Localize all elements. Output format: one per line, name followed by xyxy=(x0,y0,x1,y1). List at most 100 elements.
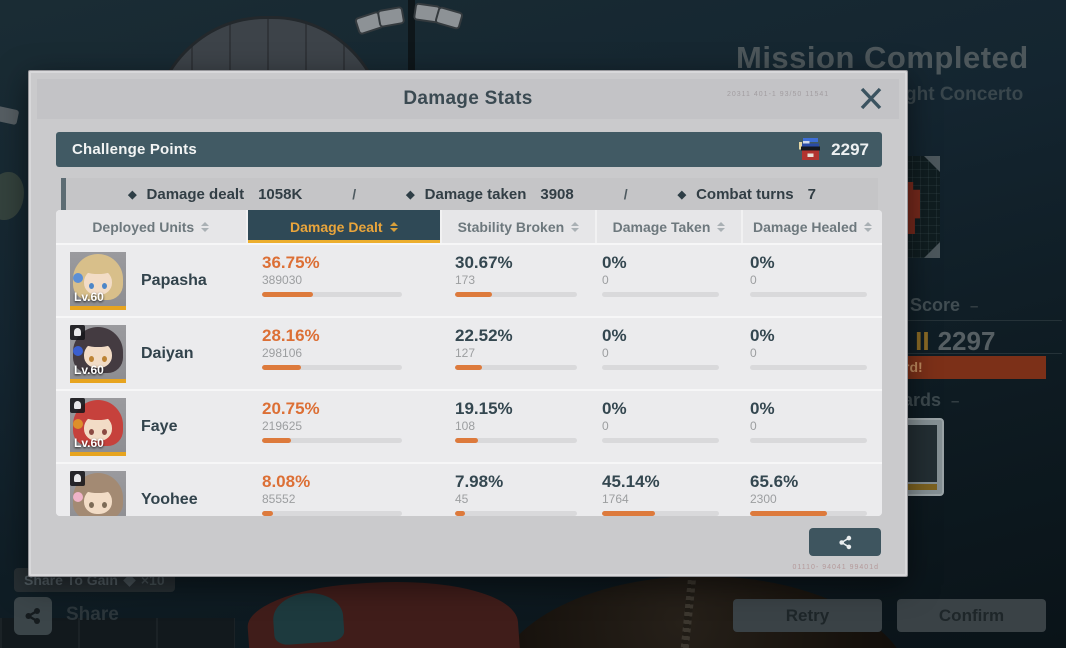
frame-corner-icon xyxy=(924,242,940,258)
stat-stability-broken: 7.98% 45 xyxy=(441,464,596,516)
rewards-label: ards – xyxy=(903,390,960,410)
stat-damage-healed: 0% 0 xyxy=(743,318,882,389)
challenge-points-label: Challenge Points xyxy=(72,141,197,158)
stat-bar xyxy=(455,438,577,443)
mission-subtitle: ght Concerto xyxy=(905,84,1024,105)
diamond-bullet-icon: ◆ xyxy=(128,188,137,201)
stat-bar xyxy=(455,511,577,516)
column-header-damage-healed[interactable]: Damage Healed xyxy=(743,210,882,243)
stat-damage-taken: 0% 0 xyxy=(596,245,743,316)
unit-row-faye[interactable]: Lv.60 Faye 20.75% 219625 19.15% 108 0% xyxy=(56,389,882,462)
stat-damage-dealt: 36.75% 389030 xyxy=(246,245,441,316)
watermark-text: 20311 401-1 93/50 11541 xyxy=(727,91,830,98)
stat-bar xyxy=(750,365,867,370)
level-badge: Lv.60 xyxy=(74,435,104,450)
sort-icon xyxy=(389,221,398,232)
summary-separator: / xyxy=(623,186,628,202)
unit-row-yoohee[interactable]: Yoohee 8.08% 85552 7.98% 45 45.14% 1764 xyxy=(56,462,882,516)
unit-name: Faye xyxy=(141,417,178,435)
support-badge-icon xyxy=(70,470,85,486)
stat-bar xyxy=(262,365,402,370)
divider xyxy=(884,353,1062,354)
modal-titlebar: Damage Stats 20311 401-1 93/50 11541 xyxy=(37,79,899,119)
tree-art xyxy=(0,172,24,220)
unit-cell: Lv.60 Papasha xyxy=(56,245,246,316)
mission-completed-title: Mission Completed xyxy=(736,40,1029,75)
stat-damage-healed: 0% 0 xyxy=(743,245,882,316)
avatar: Lv.60 xyxy=(70,397,126,456)
avatar: Lv.60 xyxy=(70,324,126,383)
sort-icon xyxy=(864,221,873,232)
column-header-damage-taken[interactable]: Damage Taken xyxy=(596,210,742,243)
stat-bar xyxy=(262,438,402,443)
stat-damage-healed: 0% 0 xyxy=(743,391,882,462)
stat-bar xyxy=(750,292,867,297)
rarity-stripe xyxy=(70,451,126,456)
challenge-points-value: 2297 xyxy=(831,139,869,159)
stat-bar xyxy=(750,438,867,443)
summary-damage-dealt: ◆ Damage dealt 1058K xyxy=(128,185,303,203)
share-button-label: Share xyxy=(66,604,119,625)
support-badge-icon xyxy=(70,324,85,340)
summary-damage-taken: ◆ Damage taken 3908 xyxy=(406,185,574,203)
sort-icon xyxy=(571,221,580,232)
floodlight-icon xyxy=(0,105,20,126)
retry-button[interactable]: Retry xyxy=(733,599,882,632)
share-button[interactable] xyxy=(14,597,52,635)
close-button[interactable] xyxy=(853,82,889,116)
unit-row-papasha[interactable]: Lv.60 Papasha 36.75% 389030 30.67% 173 0 xyxy=(56,243,882,316)
diamond-bullet-icon: ◆ xyxy=(406,188,415,201)
battle-score-value: h II 2297 xyxy=(892,326,995,357)
share-icon xyxy=(25,608,40,624)
unit-cell: Yoohee xyxy=(56,464,246,516)
diamond-bullet-icon: ◆ xyxy=(677,188,687,201)
column-header-deployed-units[interactable]: Deployed Units xyxy=(56,210,246,243)
level-badge: Lv.60 xyxy=(74,289,104,304)
divider xyxy=(884,320,1062,321)
summary-combat-turns: ◆ Combat turns 7 xyxy=(677,185,816,203)
frame-corner-icon xyxy=(924,156,940,172)
score-value: 2297 xyxy=(937,326,996,356)
stat-bar xyxy=(262,292,402,297)
level-badge: Lv.60 xyxy=(74,362,104,377)
battle-summary-bar: ◆ Damage dealt 1058K / ◆ Damage taken 3908… xyxy=(61,178,878,210)
confirm-button[interactable]: Confirm xyxy=(897,599,1046,632)
stat-damage-taken: 0% 0 xyxy=(596,318,743,389)
floodlight-icon xyxy=(376,5,406,29)
unit-cell: Lv.60 Daiyan xyxy=(56,318,246,389)
stat-stability-broken: 19.15% 108 xyxy=(441,391,596,462)
character-art xyxy=(245,572,521,648)
stat-stability-broken: 22.52% 127 xyxy=(441,318,596,389)
table-header-row: Deployed Units Damage Dealt Stability Br… xyxy=(56,210,882,243)
stat-bar xyxy=(750,511,867,516)
column-header-stability-broken[interactable]: Stability Broken xyxy=(442,210,595,243)
stat-damage-dealt: 8.08% 85552 xyxy=(246,464,441,516)
stat-bar xyxy=(455,292,577,297)
stat-bar xyxy=(602,292,719,297)
modal-title: Damage Stats xyxy=(403,88,533,109)
stat-stability-broken: 30.67% 173 xyxy=(441,245,596,316)
share-icon xyxy=(838,535,851,549)
damage-stats-modal: Damage Stats 20311 401-1 93/50 11541 Cha… xyxy=(28,70,908,577)
damage-stats-table: Deployed Units Damage Dealt Stability Br… xyxy=(56,210,882,516)
stat-damage-dealt: 20.75% 219625 xyxy=(246,391,441,462)
column-header-damage-dealt[interactable]: Damage Dealt xyxy=(247,210,441,243)
avatar: Lv.60 xyxy=(70,251,126,310)
character-art-detail xyxy=(271,590,345,646)
unit-row-daiyan[interactable]: Lv.60 Daiyan 28.16% 298106 22.52% 127 0% xyxy=(56,316,882,389)
stat-bar xyxy=(262,511,402,516)
floodlight-pole xyxy=(408,0,415,72)
close-icon xyxy=(860,87,882,110)
sort-icon xyxy=(717,221,726,232)
avatar xyxy=(70,470,126,516)
unit-name: Papasha xyxy=(141,271,207,289)
stat-damage-dealt: 28.16% 298106 xyxy=(246,318,441,389)
unit-cell: Lv.60 Faye xyxy=(56,391,246,462)
floodlight-icon xyxy=(434,5,464,31)
zipper-art xyxy=(675,575,697,648)
watermark-text: 01110- 94041 99401d xyxy=(792,564,879,571)
stat-bar xyxy=(455,365,577,370)
modal-share-button[interactable] xyxy=(809,528,881,556)
stat-damage-taken: 0% 0 xyxy=(596,391,743,462)
